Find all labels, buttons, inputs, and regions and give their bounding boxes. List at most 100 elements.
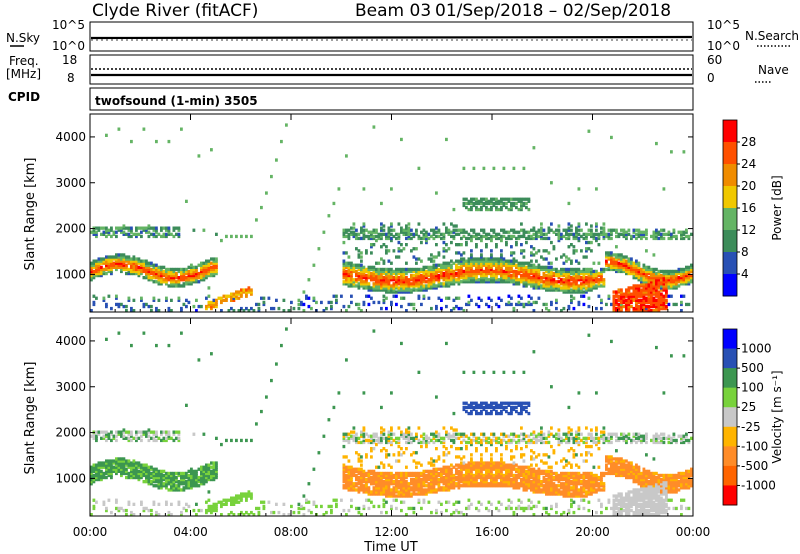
range-gate-cell [490, 273, 493, 278]
range-gate-cell [157, 280, 161, 284]
range-gate-cell [145, 432, 148, 436]
range-gate-cell [652, 236, 656, 241]
range-gate-cell [410, 471, 413, 476]
range-gate-cell [370, 455, 373, 459]
range-gate-cell [480, 201, 483, 206]
range-gate-cell [682, 267, 686, 272]
range-gate-cell [632, 269, 636, 274]
beam-label: Beam 03 [355, 1, 431, 21]
range-gate-cell [572, 273, 576, 278]
range-gate-cell [647, 300, 651, 305]
range-gate-cell [390, 300, 393, 305]
range-gate-cell [387, 473, 391, 478]
range-gate-cell [210, 471, 213, 476]
range-gate-cell [412, 480, 416, 484]
range-gate-cell [550, 269, 553, 274]
range-gate-cell [407, 434, 411, 438]
range-gate-cell [372, 480, 376, 484]
range-gate-cell [150, 508, 153, 513]
range-gate-cell [200, 265, 203, 269]
range-gate-cell [140, 263, 143, 267]
range-gate-cell [350, 482, 353, 486]
range-gate-cell [397, 249, 401, 253]
range-gate-cell [135, 269, 138, 274]
range-gate-cell [480, 471, 483, 476]
range-gate-cell [177, 267, 181, 272]
range-gate-cell [565, 276, 568, 280]
range-gate-cell [567, 234, 571, 239]
range-gate-cell [117, 261, 121, 265]
range-gate-cell [452, 502, 456, 506]
range-gate-cell [337, 391, 341, 395]
range-gate-cell [562, 284, 566, 288]
range-gate-cell [652, 298, 656, 302]
range-gate-cell [390, 232, 393, 236]
range-gate-cell [110, 438, 113, 443]
range-gate-cell [530, 251, 533, 255]
range-gate-cell [540, 234, 543, 239]
range-gate-cell [122, 255, 126, 259]
range-gate-cell [177, 482, 181, 486]
range-gate-cell [492, 280, 496, 284]
range-gate-cell [555, 257, 558, 261]
range-gate-cell [665, 284, 668, 288]
range-gate-cell [585, 269, 588, 274]
range-gate-cell [637, 300, 641, 305]
range-gate-cell [675, 284, 678, 288]
range-gate-cell [165, 226, 168, 230]
range-gate-cell [190, 271, 193, 276]
range-gate-cell [362, 475, 366, 480]
range-gate-cell [660, 228, 663, 232]
range-gate-cell [342, 477, 346, 482]
range-gate-cell [190, 471, 193, 476]
range-gate-cell [605, 261, 608, 265]
range-gate-cell [127, 298, 131, 302]
range-gate-cell [382, 463, 386, 467]
range-gate-cell [197, 271, 201, 276]
range-gate-cell [202, 475, 206, 480]
range-gate-cell [157, 267, 161, 272]
range-gate-cell [375, 228, 378, 232]
range-gate-cell [332, 498, 336, 502]
range-gate-cell [140, 467, 143, 471]
range-gate-cell [205, 473, 208, 478]
range-gate-cell [245, 290, 248, 294]
range-gate-cell [345, 484, 348, 488]
range-gate-cell [655, 230, 658, 234]
range-gate-cell [437, 263, 441, 267]
range-gate-cell [172, 471, 176, 476]
range-gate-cell [427, 477, 431, 482]
range-gate-cell [212, 271, 216, 276]
range-gate-cell [185, 271, 188, 276]
range-gate-cell [127, 234, 131, 239]
range-gate-cell [507, 265, 511, 269]
range-gate-cell [165, 280, 168, 284]
range-gate-cell [550, 271, 553, 276]
range-gate-cell [370, 492, 373, 496]
range-gate-cell [447, 276, 451, 280]
range-gate-cell [182, 271, 186, 276]
range-gate-cell [392, 490, 396, 494]
range-gate-cell [167, 232, 171, 236]
range-gate-cell [632, 263, 636, 267]
range-gate-cell [350, 280, 353, 284]
range-gate-cell [440, 480, 443, 484]
range-gate-cell [385, 477, 388, 482]
range-gate-cell [155, 306, 158, 311]
range-gate-cell [500, 259, 503, 263]
range-gate-cell [465, 273, 468, 278]
range-gate-cell [437, 477, 441, 482]
range-gate-cell [362, 477, 366, 482]
range-gate-cell [497, 232, 501, 236]
range-gate-cell [140, 261, 143, 265]
range-gate-cell [642, 292, 646, 296]
range-gate-cell [370, 273, 373, 278]
range-gate-cell [365, 477, 368, 482]
range-gate-cell [515, 263, 518, 267]
range-gate-cell [567, 276, 571, 280]
range-gate-cell [622, 232, 626, 236]
range-gate-cell [122, 224, 126, 228]
range-gate-cell [527, 273, 531, 278]
range-gate-cell [590, 280, 593, 284]
range-gate-cell [350, 282, 353, 286]
